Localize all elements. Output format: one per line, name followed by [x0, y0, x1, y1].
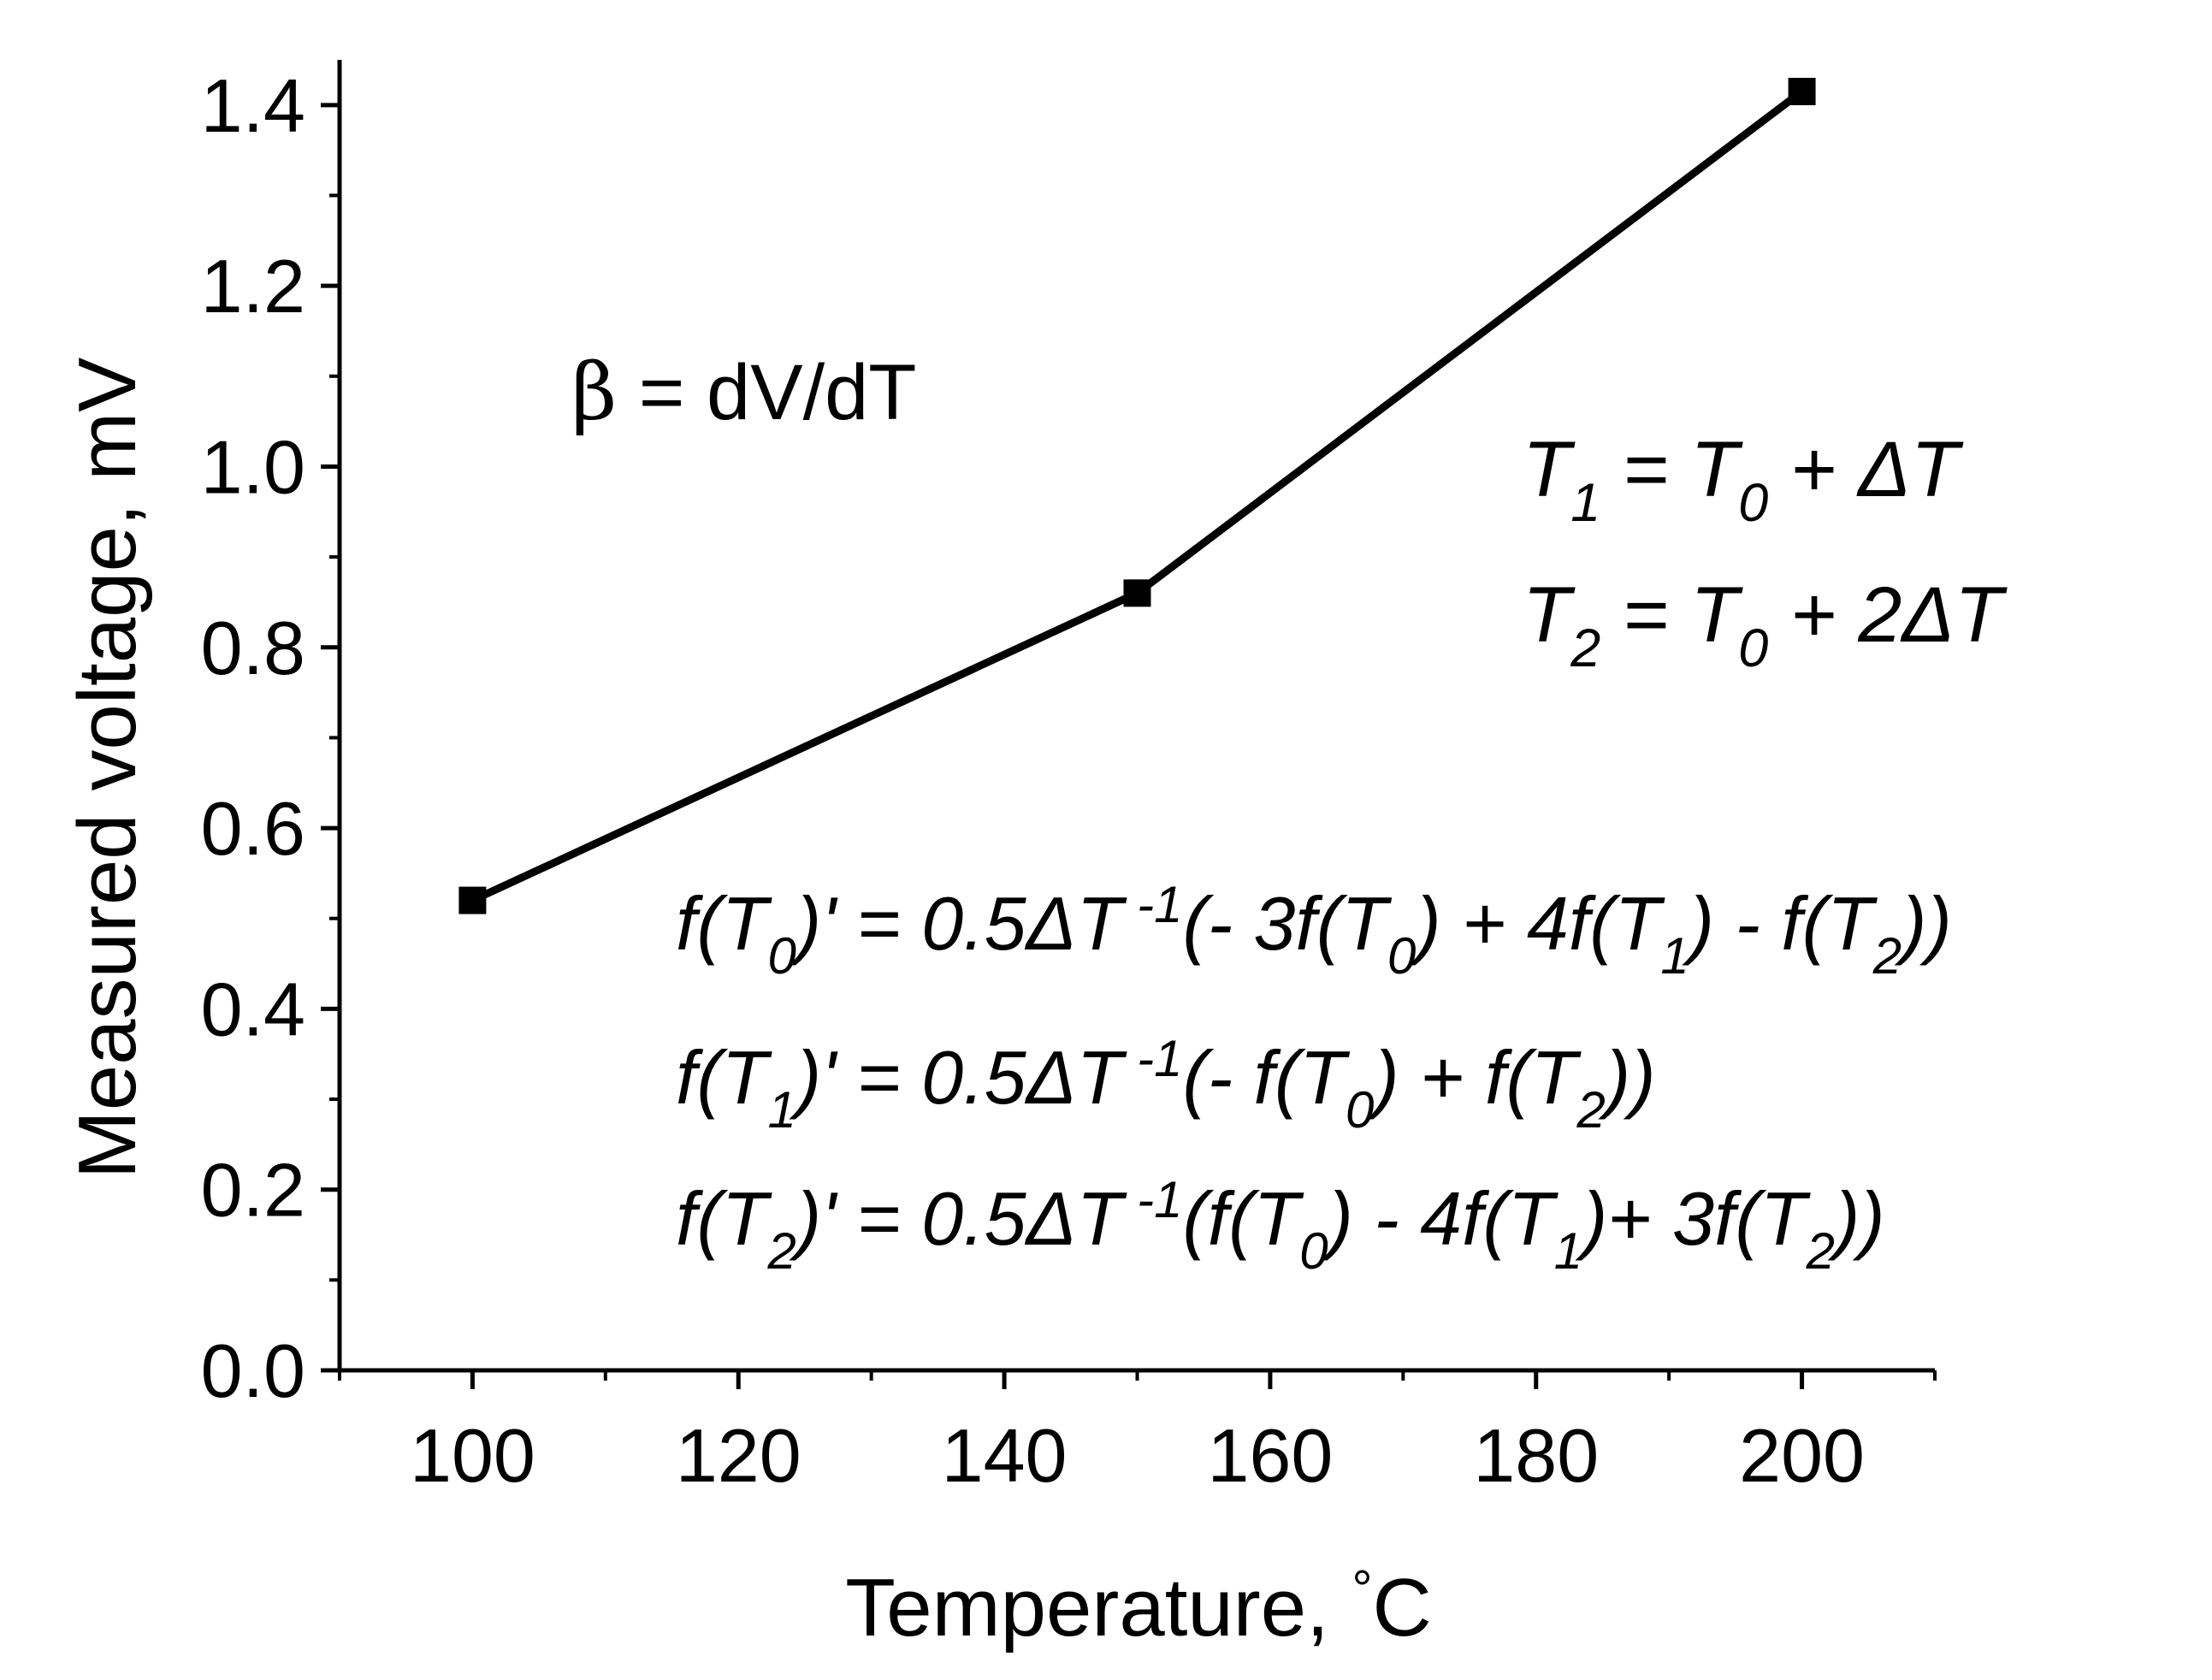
t2-definition: T2 = T0 + 2ΔT [1523, 571, 2008, 678]
data-point-marker [1123, 579, 1151, 607]
derivative-formula-t2: f(T2)' = 0.5ΔT -1(f(T0) - 4f(T1)+ 3f(T2)… [676, 1171, 1885, 1280]
formula-text: T [1523, 426, 1576, 513]
formula-text: ) + f(T [1366, 1035, 1581, 1120]
formula-text: f(T [676, 1035, 772, 1120]
data-point-marker [458, 886, 487, 914]
y-axis-title: Measured voltage, mV [62, 358, 153, 1179]
subscript: 0 [768, 927, 796, 985]
x-tick-label: 140 [942, 1413, 1068, 1498]
subscript: 1 [1570, 473, 1600, 533]
formula-text: )' = 0.5ΔT [789, 1035, 1127, 1120]
derivative-formula-t0: f(T0)' = 0.5ΔT -1(- 3f(T0) + 4f(T1) - f(… [676, 876, 1952, 985]
subscript: 2 [1570, 618, 1600, 678]
subscript: 1 [1554, 1222, 1582, 1280]
x-tick-label: 120 [676, 1413, 801, 1498]
subscript: 1 [768, 1081, 796, 1139]
superscript: -1 [1122, 1171, 1182, 1228]
formula-text: )' = 0.5ΔT [789, 881, 1127, 966]
y-tick-label: 1.0 [201, 424, 305, 509]
formula-text: ) - f(T [1682, 881, 1878, 966]
subscript: 2 [767, 1222, 796, 1280]
formula-text: f(T [676, 1176, 772, 1261]
formula-text: )+ 3f(T [1575, 1176, 1811, 1261]
t1-definition: T1 = T0 + ΔT [1523, 426, 1964, 533]
superscript: -1 [1122, 876, 1182, 933]
formula-text: (- f(T [1182, 1035, 1350, 1120]
formula-text: = T [1600, 426, 1743, 513]
y-tick-label: 0.0 [201, 1328, 305, 1413]
subscript: 0 [1387, 927, 1416, 985]
x-tick-label: 100 [410, 1413, 535, 1498]
formula-text: )) [1598, 1035, 1656, 1120]
subscript: 0 [1738, 473, 1768, 533]
formula-text: (f(T [1182, 1176, 1304, 1261]
formula-text: )) [1827, 1176, 1885, 1261]
subscript: 2 [1872, 927, 1901, 985]
formula-text: f(T [676, 881, 772, 966]
beta-definition: β = dV/dT [571, 346, 917, 438]
subscript: 0 [1299, 1222, 1328, 1280]
y-tick-label: 0.4 [201, 967, 305, 1051]
formula-text: )' = 0.5ΔT [789, 1176, 1127, 1261]
x-tick-label: 200 [1739, 1413, 1865, 1498]
x-axis-title: Temperature, °C [845, 1560, 1432, 1653]
superscript: -1 [1122, 1030, 1182, 1087]
beta-definition-text: = dV/dT [617, 349, 916, 436]
data-point-marker [1788, 77, 1816, 105]
formula-text: T [1523, 571, 1576, 659]
x-tick-label: 180 [1473, 1413, 1599, 1498]
subscript: 2 [1806, 1222, 1835, 1280]
x-axis-title-unit: C [1372, 1562, 1431, 1653]
subscript: 1 [1660, 927, 1689, 985]
formula-text: (- 3f(T [1182, 881, 1392, 966]
y-tick-label: 0.6 [201, 786, 305, 871]
y-tick-label: 0.8 [201, 606, 305, 690]
derivative-formula-t1: f(T1)' = 0.5ΔT -1(- f(T0) + f(T2)) [676, 1030, 1656, 1139]
formula-text: )) [1894, 881, 1952, 966]
formula-text: + ΔT [1768, 426, 1964, 513]
degree-symbol: ° [1351, 1560, 1372, 1618]
ticks: 100 120 140 160 180 2000.00.20.40.60.81.01.21… [201, 63, 1937, 1498]
formula-text: ) - 4f(T [1321, 1176, 1558, 1261]
x-tick-label: 160 [1208, 1413, 1334, 1498]
subscript: 0 [1346, 1081, 1374, 1139]
beta-symbol: β [571, 346, 617, 438]
y-tick-label: 0.2 [201, 1148, 305, 1233]
data-series [458, 77, 1816, 914]
subscript: 0 [1738, 618, 1768, 678]
formula-text: + 2ΔT [1768, 571, 2008, 659]
subscript: 2 [1576, 1081, 1606, 1139]
y-tick-label: 1.4 [201, 63, 305, 148]
formula-text: ) + 4f(T [1408, 881, 1665, 966]
formula-text: = T [1600, 571, 1743, 659]
x-axis-title-text: Temperature, [845, 1562, 1351, 1653]
y-tick-label: 1.2 [201, 244, 305, 328]
